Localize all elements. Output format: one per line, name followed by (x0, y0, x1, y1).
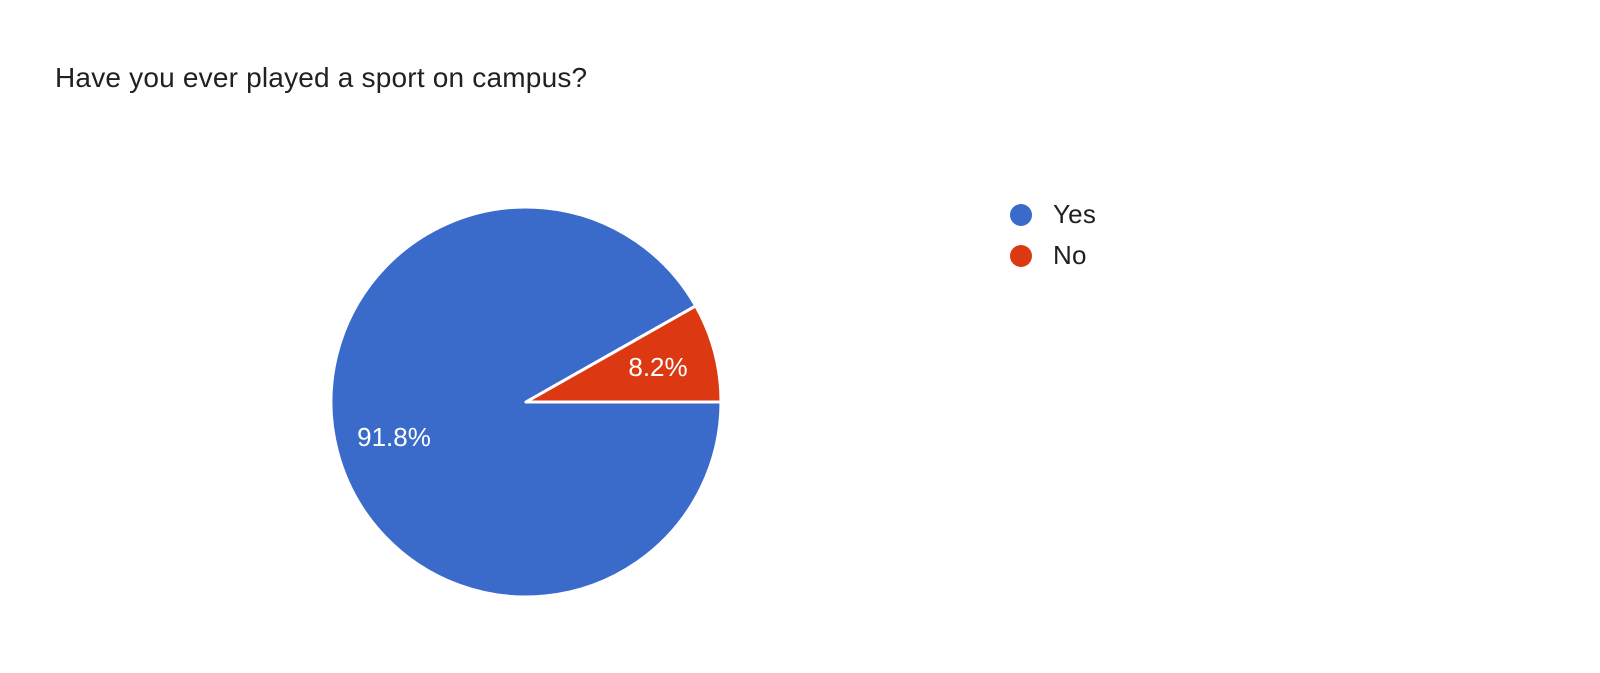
pie-label-yes: 91.8% (357, 422, 431, 452)
pie-chart: 91.8% 8.2% (321, 197, 731, 607)
chart-legend: Yes No (1010, 194, 1096, 276)
legend-label-yes: Yes (1053, 198, 1097, 229)
pie-slice-no (524, 304, 723, 404)
pie-chart-svg: 91.8% 8.2% (329, 205, 723, 599)
legend-item-no: No (1010, 235, 1096, 276)
legend-item-yes: Yes (1010, 194, 1096, 235)
legend-swatch-no (1010, 244, 1032, 267)
chart-title: Have you ever played a sport on campus? (55, 62, 588, 93)
legend-swatch-yes (1010, 203, 1032, 226)
pie-label-no: 8.2% (628, 352, 687, 382)
legend-label-no: No (1053, 239, 1087, 270)
